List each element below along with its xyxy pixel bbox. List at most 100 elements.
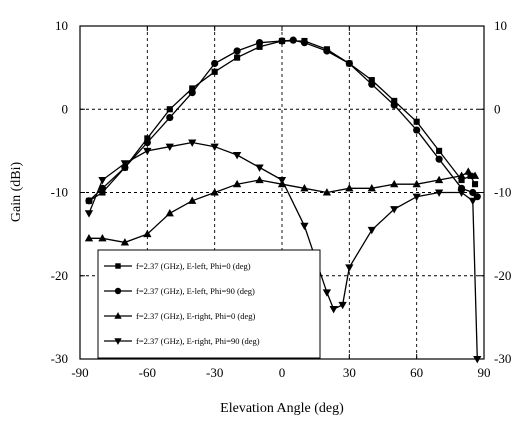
data-point [300,39,309,47]
data-point [412,193,421,201]
left-tick-labels: -30 -20 -10 0 10 [51,18,68,366]
data-point [84,233,94,242]
data-point [338,301,347,310]
data-point [234,54,241,61]
data-point [99,189,106,196]
data-point [473,355,482,364]
y-tick-label-left: 10 [55,18,68,33]
data-point [232,179,242,188]
data-point [98,233,107,242]
data-point [211,68,218,75]
data-point [233,47,241,55]
legend-entry: f=2.37 (GHz), E-left, Phi=0 (deg) [104,261,251,271]
data-point [232,151,242,160]
data-point [345,184,354,192]
data-point [322,188,332,196]
data-point [413,118,420,125]
data-point [114,287,122,295]
data-point [277,176,287,185]
data-point [120,160,130,168]
data-point [114,338,122,345]
data-point [467,172,474,179]
data-point [367,226,376,235]
legend-label: f=2.37 (GHz), E-left, Phi=0 (deg) [136,261,251,271]
y-tick-label-right: 10 [494,18,507,33]
y-tick-label-left: -10 [51,185,68,200]
y-tick-label-left: 0 [62,101,69,116]
data-point [278,37,286,45]
data-point [434,189,444,197]
data-point [188,196,197,204]
y-tick-label-right: -10 [494,185,511,200]
legend-entry: f=2.37 (GHz), E-left, Phi=90 (deg) [104,286,255,296]
data-point [368,77,375,84]
legend: f=2.37 (GHz), E-left, Phi=0 (deg) f=2.37 … [97,249,321,359]
data-point [458,176,465,184]
x-tick-label: -30 [206,365,223,380]
x-tick-label: 90 [478,365,491,380]
data-point [165,143,174,152]
data-point [188,89,196,97]
data-point [188,139,197,147]
x-tick-labels: -90 -60 -30 0 30 60 90 [71,365,490,380]
data-point [256,43,263,50]
series-group [84,36,482,364]
data-point [210,188,219,196]
data-point [143,229,152,238]
data-point [210,143,219,152]
data-point [143,138,151,147]
y-axis-label: Gain (dBi) [9,162,24,223]
data-point [98,184,107,192]
data-point [345,59,353,68]
data-point [211,59,219,68]
x-tick-label: 30 [343,365,356,380]
data-point [471,181,479,188]
data-point [345,264,354,272]
data-point [434,175,444,184]
legend-entry: f=2.37 (GHz), E-right, Phi=0 (deg) [104,311,256,321]
data-point [84,210,94,218]
data-point [457,189,466,197]
y-tick-label-left: -30 [51,351,68,366]
data-point [143,147,152,156]
x-tick-label: 0 [279,365,286,380]
data-point [289,36,297,44]
data-point [435,155,443,163]
data-point [470,171,480,179]
x-tick-label: -60 [139,365,156,380]
x-tick-label: -90 [71,365,88,380]
data-point [166,106,173,113]
data-point [413,126,421,134]
legend-label: f=2.37 (GHz), E-right, Phi=90 (deg) [136,336,260,346]
series-2 [85,36,481,205]
series-line [89,170,476,244]
data-point [412,179,421,188]
x-tick-label: 60 [410,365,423,380]
legend-box [97,249,321,359]
y-tick-label-right: -30 [494,351,511,366]
y-tick-label-right: 0 [494,101,501,116]
y-tick-label-right: -20 [494,268,511,283]
data-point [390,206,399,214]
legend-label: f=2.37 (GHz), E-left, Phi=90 (deg) [136,286,255,296]
data-point [323,47,331,55]
data-point [120,238,130,246]
data-point [300,222,309,231]
data-point [115,263,121,269]
data-point [166,113,174,122]
data-point [368,80,376,88]
series-3 [84,167,480,246]
data-point [144,135,151,142]
data-point [165,208,174,217]
data-point [85,197,93,205]
data-point [464,167,473,175]
data-point [390,101,398,109]
data-point [114,312,122,319]
data-point [367,184,376,192]
y-tick-label-left: -20 [51,268,68,283]
data-point [322,289,332,297]
data-point [189,85,196,92]
data-point [391,97,398,104]
data-point [98,176,107,185]
